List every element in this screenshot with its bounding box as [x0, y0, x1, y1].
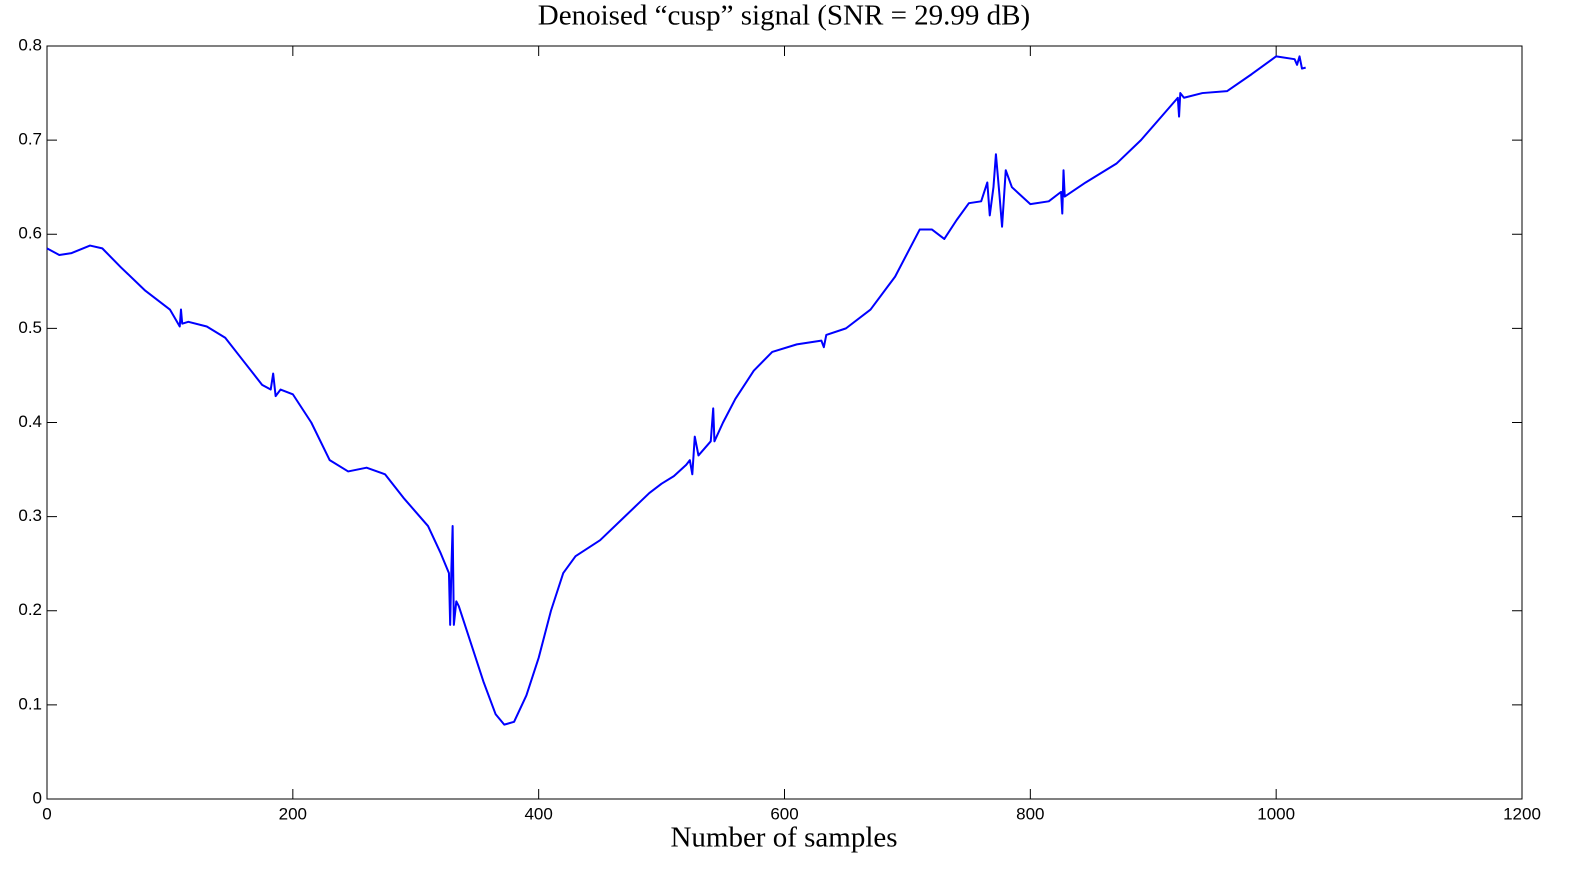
- x-tick-label: 800: [1016, 804, 1044, 823]
- y-tick-label: 0.2: [18, 600, 42, 619]
- x-axis-label: Number of samples: [670, 822, 897, 854]
- y-tick-label: 0.8: [18, 35, 42, 54]
- x-tick-label: 1200: [1503, 804, 1541, 823]
- x-tick-label: 200: [279, 804, 307, 823]
- x-tick-label: 1000: [1257, 804, 1295, 823]
- y-tick-label: 0.1: [18, 694, 42, 713]
- x-tick-label: 400: [524, 804, 552, 823]
- y-tick-label: 0.6: [18, 224, 42, 243]
- signal-line: [46, 55, 1306, 726]
- y-tick-label: 0: [33, 788, 42, 807]
- y-tick-label: 0.3: [18, 506, 42, 525]
- y-tick-label: 0.7: [18, 130, 42, 149]
- chart-title: Denoised “cusp” signal (SNR = 29.99 dB): [538, 0, 1030, 32]
- x-tick-label: 600: [770, 804, 798, 823]
- y-tick-label: 0.4: [18, 412, 42, 431]
- x-tick-label: 0: [42, 804, 51, 823]
- y-tick-label: 0.5: [18, 318, 42, 337]
